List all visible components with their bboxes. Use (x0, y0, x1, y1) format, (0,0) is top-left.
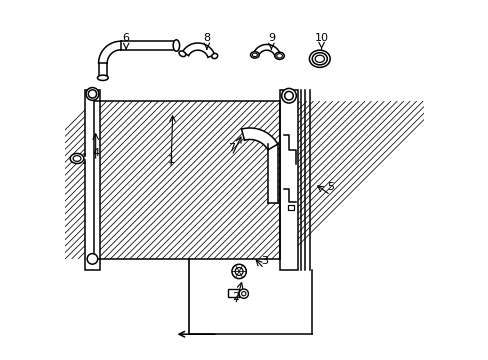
Polygon shape (228, 289, 239, 297)
Text: 3: 3 (260, 256, 267, 266)
Polygon shape (176, 40, 180, 51)
Text: 2: 2 (231, 292, 239, 302)
Circle shape (284, 91, 293, 100)
Polygon shape (287, 205, 293, 211)
Ellipse shape (312, 53, 326, 65)
Text: 7: 7 (228, 143, 235, 153)
Bar (94, 101, 280, 259)
Polygon shape (267, 144, 277, 203)
Ellipse shape (250, 51, 259, 58)
Bar (94, 101, 280, 259)
Ellipse shape (179, 51, 185, 57)
Circle shape (88, 90, 97, 98)
Polygon shape (241, 128, 277, 150)
Ellipse shape (276, 54, 282, 58)
Polygon shape (182, 43, 214, 57)
Circle shape (231, 264, 246, 279)
Polygon shape (99, 41, 121, 63)
Ellipse shape (211, 53, 217, 59)
Text: 9: 9 (267, 33, 274, 43)
Polygon shape (253, 44, 280, 57)
Circle shape (235, 267, 243, 275)
Ellipse shape (314, 55, 324, 62)
Circle shape (241, 292, 245, 296)
Text: 1: 1 (167, 155, 174, 165)
Polygon shape (85, 90, 100, 270)
Polygon shape (121, 41, 176, 50)
Circle shape (281, 89, 296, 103)
Bar (94, 101, 280, 259)
Text: 5: 5 (326, 182, 333, 192)
Circle shape (86, 87, 99, 100)
Text: 10: 10 (314, 33, 328, 43)
Ellipse shape (97, 75, 108, 81)
Ellipse shape (309, 50, 329, 67)
Ellipse shape (73, 156, 81, 161)
Ellipse shape (252, 53, 257, 57)
Text: 4: 4 (92, 148, 99, 158)
Ellipse shape (274, 52, 284, 59)
Text: 8: 8 (203, 33, 210, 43)
Text: 6: 6 (122, 33, 129, 43)
Circle shape (87, 254, 98, 264)
Polygon shape (99, 63, 107, 78)
Ellipse shape (70, 153, 83, 163)
Ellipse shape (173, 40, 179, 51)
Circle shape (239, 289, 248, 298)
Polygon shape (280, 90, 297, 270)
